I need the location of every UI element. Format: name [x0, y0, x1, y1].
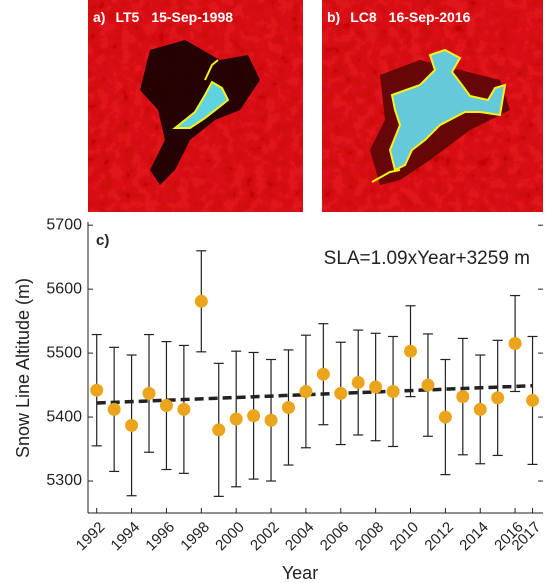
data-point: [508, 337, 522, 351]
x-tick-label: 1998: [177, 519, 213, 555]
y-tick-label: 5600: [46, 280, 82, 297]
data-point: [125, 418, 139, 432]
data-point: [473, 402, 487, 416]
data-point: [404, 344, 418, 358]
data-point: [264, 413, 278, 427]
x-tick-label: 2008: [352, 519, 388, 555]
data-point: [438, 410, 452, 424]
data-point: [299, 384, 313, 398]
y-tick-label: 5300: [46, 472, 82, 489]
data-point: [194, 294, 208, 308]
data-point: [90, 383, 104, 397]
image-panel-a: [88, 0, 303, 212]
x-tick-label: 2004: [282, 519, 318, 555]
data-point: [142, 386, 156, 400]
data-point: [351, 376, 365, 390]
data-point: [229, 412, 243, 426]
data-point: [491, 391, 505, 405]
data-point: [334, 386, 348, 400]
y-tick-label: 5400: [46, 408, 82, 425]
x-tick-label: 2000: [212, 519, 248, 555]
data-point: [159, 399, 173, 413]
panel-label: c): [96, 232, 109, 249]
data-point: [386, 384, 400, 398]
data-point: [177, 402, 191, 416]
data-point: [107, 402, 121, 416]
x-tick-label: 1994: [108, 519, 144, 555]
y-tick-label: 5500: [46, 344, 82, 361]
data-point: [281, 400, 295, 414]
x-tick-label: 2006: [317, 519, 353, 555]
image-label: b) LC8 16-Sep-2016: [327, 9, 471, 25]
x-tick-label: 1992: [73, 519, 109, 555]
data-point: [212, 423, 226, 437]
x-tick-label: 2012: [421, 519, 457, 555]
annotation: SLA=1.09xYear+3259 m: [324, 248, 530, 269]
x-tick-label: 1996: [142, 519, 178, 555]
y-axis-title: Snow Line Altitude (m): [13, 278, 33, 458]
y-tick-label: 5700: [46, 216, 82, 233]
image-panel-b: [322, 0, 543, 212]
data-point: [316, 367, 330, 381]
data-point: [456, 390, 470, 404]
data-point: [247, 409, 261, 423]
x-tick-label: 2002: [247, 519, 283, 555]
x-tick-label: 2010: [387, 519, 423, 555]
data-point: [526, 393, 540, 407]
data-point: [369, 380, 383, 394]
x-tick-label: 2014: [456, 519, 492, 555]
data-point: [421, 378, 435, 392]
image-label: a) LT5 15-Sep-1998: [93, 9, 233, 25]
x-axis-title: Year: [282, 563, 318, 583]
